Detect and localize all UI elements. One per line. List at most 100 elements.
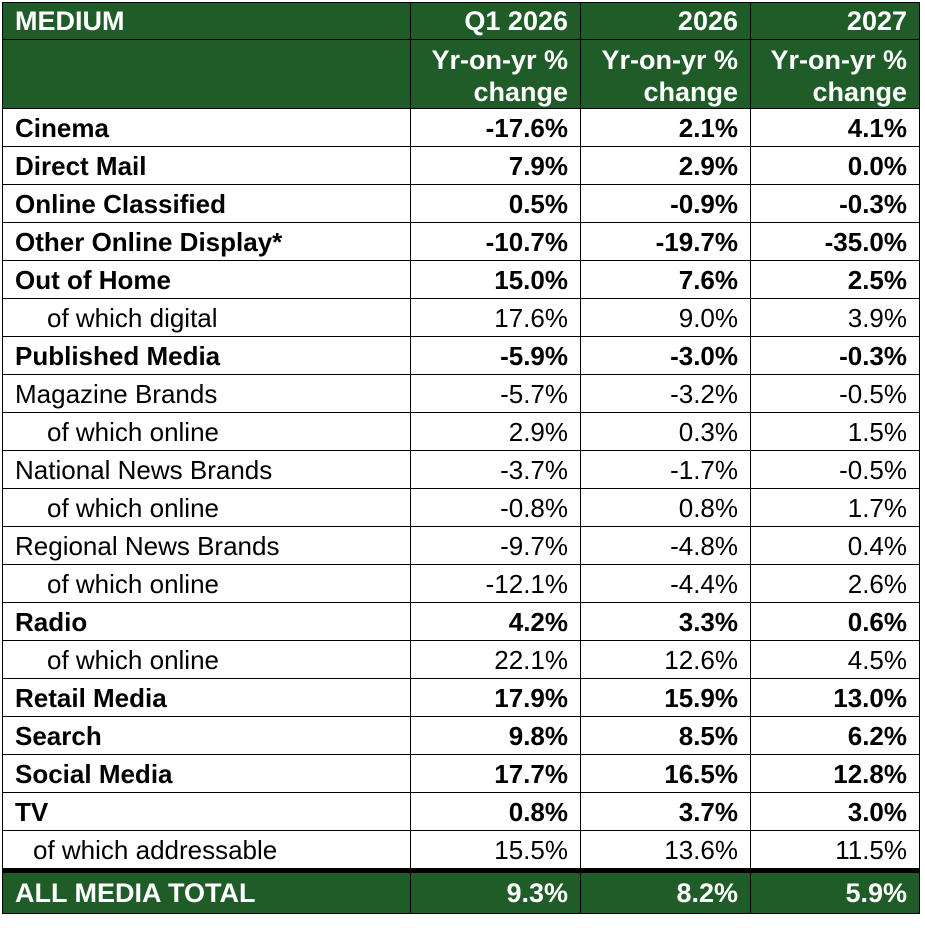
- row-value: -3.0%: [580, 336, 751, 375]
- table-row: of which digital 17.6% 9.0% 3.9%: [2, 298, 920, 337]
- table-row: Social Media 17.7% 16.5% 12.8%: [2, 754, 920, 793]
- row-value: -1.7%: [580, 450, 751, 489]
- row-value: 2.5%: [750, 260, 920, 299]
- row-value: -9.7%: [410, 526, 581, 565]
- row-value: 15.9%: [580, 678, 751, 717]
- row-value: 15.0%: [410, 260, 581, 299]
- row-label: of which online: [2, 640, 411, 679]
- table-row: Retail Media 17.9% 15.9% 13.0%: [2, 678, 920, 717]
- row-label: of which addressable: [2, 830, 411, 871]
- row-value: -4.4%: [580, 564, 751, 603]
- subheader-row: Yr-on-yr % change Yr-on-yr % change Yr-o…: [2, 39, 920, 109]
- table-row: Out of Home 15.0% 7.6% 2.5%: [2, 260, 920, 299]
- row-value: 3.7%: [580, 792, 751, 831]
- row-label: of which online: [2, 412, 411, 451]
- table-row: Cinema -17.6% 2.1% 4.1%: [2, 108, 920, 147]
- row-value: -0.5%: [750, 450, 920, 489]
- medium-header: MEDIUM: [2, 2, 411, 40]
- table-row: of which online -12.1% -4.4% 2.6%: [2, 564, 920, 603]
- row-value: 9.8%: [410, 716, 581, 755]
- row-value: 0.3%: [580, 412, 751, 451]
- row-label: National News Brands: [2, 450, 411, 489]
- row-value: 4.2%: [410, 602, 581, 641]
- row-label: Other Online Display*: [2, 222, 411, 261]
- row-value: -0.3%: [750, 336, 920, 375]
- row-label: Radio: [2, 602, 411, 641]
- row-value: 13.6%: [580, 830, 751, 871]
- row-value: 16.5%: [580, 754, 751, 793]
- col-header-q1-2026: Q1 2026: [410, 2, 581, 40]
- total-label: ALL MEDIA TOTAL: [2, 868, 411, 914]
- row-value: -5.9%: [410, 336, 581, 375]
- table-row: Other Online Display* -10.7% -19.7% -35.0%: [2, 222, 920, 261]
- row-value: 0.6%: [750, 602, 920, 641]
- row-label: Search: [2, 716, 411, 755]
- row-value: 2.9%: [580, 146, 751, 185]
- row-value: -0.9%: [580, 184, 751, 223]
- row-value: 0.0%: [750, 146, 920, 185]
- row-value: -3.7%: [410, 450, 581, 489]
- row-label: of which online: [2, 564, 411, 603]
- row-value: 3.9%: [750, 298, 920, 337]
- table-row: Published Media -5.9% -3.0% -0.3%: [2, 336, 920, 375]
- table-row: of which online 22.1% 12.6% 4.5%: [2, 640, 920, 679]
- row-value: 11.5%: [750, 830, 920, 871]
- row-label: Retail Media: [2, 678, 411, 717]
- row-value: -10.7%: [410, 222, 581, 261]
- row-value: 0.5%: [410, 184, 581, 223]
- row-label: Cinema: [2, 108, 411, 147]
- row-label: Online Classified: [2, 184, 411, 223]
- row-value: 12.8%: [750, 754, 920, 793]
- table-row: Magazine Brands -5.7% -3.2% -0.5%: [2, 374, 920, 413]
- row-value: 7.9%: [410, 146, 581, 185]
- row-label: TV: [2, 792, 411, 831]
- row-value: 6.2%: [750, 716, 920, 755]
- row-value: -0.3%: [750, 184, 920, 223]
- row-value: 2.1%: [580, 108, 751, 147]
- row-value: 17.7%: [410, 754, 581, 793]
- media-forecast-table: MEDIUM Q1 2026 2026 2027 Yr-on-yr % chan…: [2, 2, 920, 914]
- row-value: -4.8%: [580, 526, 751, 565]
- row-value: -12.1%: [410, 564, 581, 603]
- table-row: Radio 4.2% 3.3% 0.6%: [2, 602, 920, 641]
- header-row: MEDIUM Q1 2026 2026 2027: [2, 2, 920, 40]
- table-row: Search 9.8% 8.5% 6.2%: [2, 716, 920, 755]
- total-q1-2026: 9.3%: [410, 868, 581, 914]
- row-label: of which online: [2, 488, 411, 527]
- table-row: Regional News Brands -9.7% -4.8% 0.4%: [2, 526, 920, 565]
- row-value: -17.6%: [410, 108, 581, 147]
- row-value: -0.8%: [410, 488, 581, 527]
- row-label: Magazine Brands: [2, 374, 411, 413]
- col-header-2026: 2026: [580, 2, 751, 40]
- row-value: 22.1%: [410, 640, 581, 679]
- row-label: Direct Mail: [2, 146, 411, 185]
- row-label: of which digital: [2, 298, 411, 337]
- subheader-2026: Yr-on-yr % change: [580, 39, 751, 109]
- row-value: 1.5%: [750, 412, 920, 451]
- row-value: 17.9%: [410, 678, 581, 717]
- table-row: National News Brands -3.7% -1.7% -0.5%: [2, 450, 920, 489]
- row-value: 12.6%: [580, 640, 751, 679]
- row-value: 8.5%: [580, 716, 751, 755]
- row-value: -3.2%: [580, 374, 751, 413]
- row-label: Out of Home: [2, 260, 411, 299]
- row-value: 1.7%: [750, 488, 920, 527]
- table-row: Direct Mail 7.9% 2.9% 0.0%: [2, 146, 920, 185]
- row-value: 0.4%: [750, 526, 920, 565]
- table-row: TV 0.8% 3.7% 3.0%: [2, 792, 920, 831]
- table-row: of which online -0.8% 0.8% 1.7%: [2, 488, 920, 527]
- row-value: 2.9%: [410, 412, 581, 451]
- row-label: Social Media: [2, 754, 411, 793]
- total-2027: 5.9%: [750, 868, 920, 914]
- subheader-q1-2026: Yr-on-yr % change: [410, 39, 581, 109]
- row-label: Regional News Brands: [2, 526, 411, 565]
- row-value: 2.6%: [750, 564, 920, 603]
- row-value: 4.5%: [750, 640, 920, 679]
- row-value: 9.0%: [580, 298, 751, 337]
- total-2026: 8.2%: [580, 868, 751, 914]
- row-value: 15.5%: [410, 830, 581, 871]
- row-value: 0.8%: [410, 792, 581, 831]
- table-row: Online Classified 0.5% -0.9% -0.3%: [2, 184, 920, 223]
- row-value: -19.7%: [580, 222, 751, 261]
- row-value: 7.6%: [580, 260, 751, 299]
